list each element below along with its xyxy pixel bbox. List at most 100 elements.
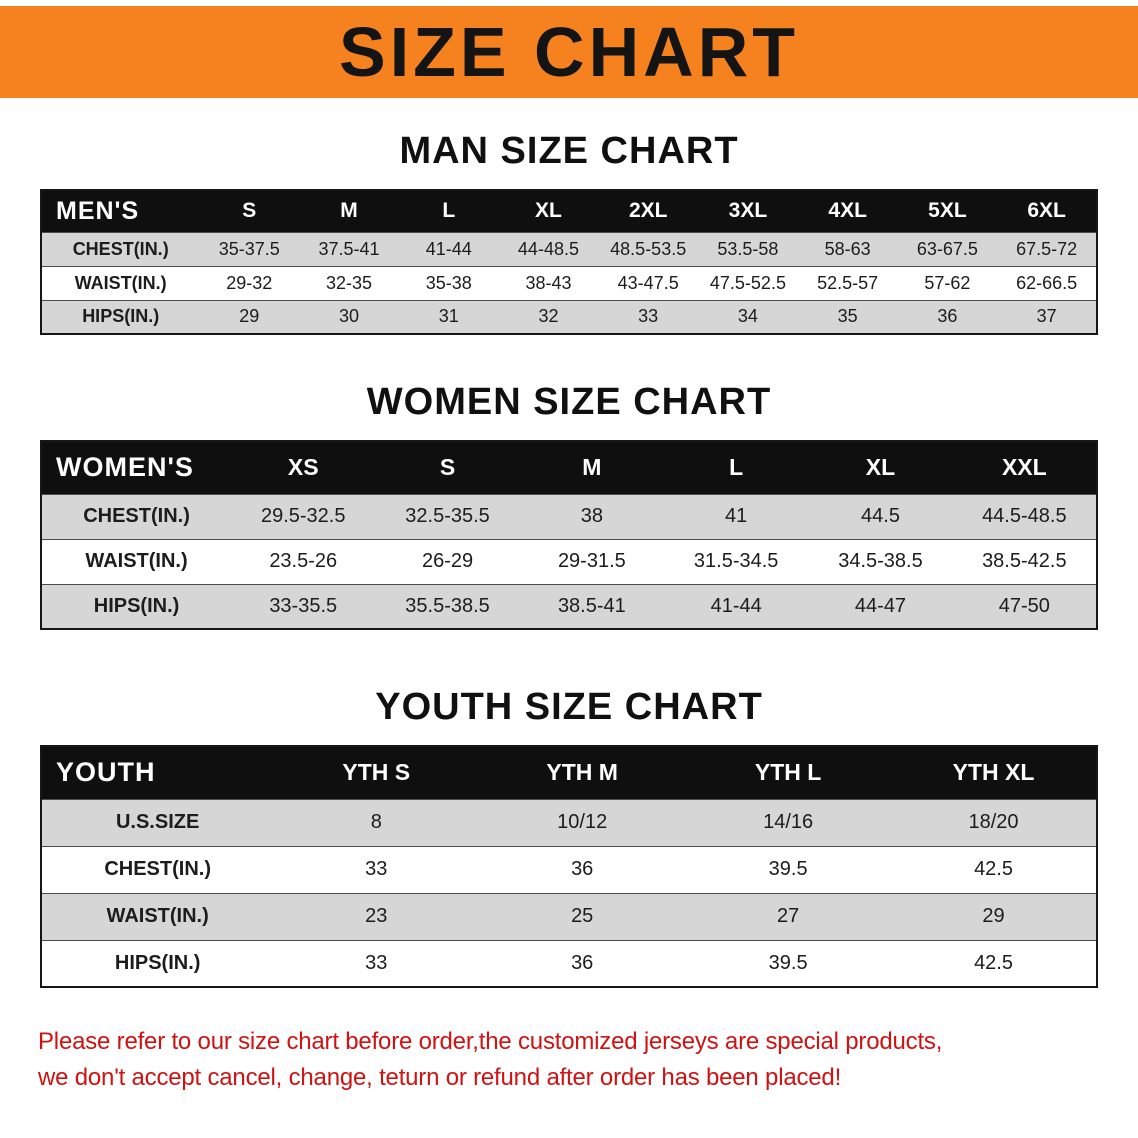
size-value-cell: 67.5-72	[997, 231, 1097, 266]
womens-table-body: CHEST(IN.) 29.5-32.5 32.5-35.5 38 41 44.5 44.5…	[41, 493, 1097, 629]
size-value-cell: 35	[797, 299, 898, 334]
size-value-cell: 41-44	[398, 231, 499, 266]
womens-size-table: WOMEN'S XS S M L XL XXL CHEST(IN.) 29.5-32.5 32.…	[40, 440, 1098, 630]
size-value-cell: 41-44	[664, 583, 809, 629]
page-title: SIZE CHART	[339, 13, 799, 91]
size-value-cell: 31	[398, 299, 499, 334]
size-value-cell: 38	[519, 493, 665, 539]
size-value-cell: 33	[273, 845, 480, 893]
row-label-cell: WAIST(IN.)	[41, 265, 200, 300]
size-column-header: XS	[287, 454, 319, 481]
size-value-cell: 33	[273, 939, 480, 987]
size-column-header: S	[242, 199, 257, 223]
size-value-cell: 23	[273, 892, 480, 940]
size-value-cell: 29-32	[199, 265, 300, 300]
size-value-cell: 44-47	[808, 583, 953, 629]
size-value-cell: 36	[897, 299, 998, 334]
womens-table-header-row: WOMEN'S XS S M L XL XXL	[41, 441, 1097, 494]
size-value-cell: 41	[664, 493, 809, 539]
size-column-header: 2XL	[628, 199, 668, 223]
table-title-cell: YOUTH	[56, 757, 156, 788]
size-column-header: L	[729, 454, 744, 481]
size-column-header: YTH M	[546, 759, 618, 786]
size-value-cell: 29	[199, 299, 300, 334]
row-label-cell: WAIST(IN.)	[41, 892, 274, 940]
size-value-cell: 63-67.5	[897, 231, 998, 266]
size-column-header: YTH S	[342, 759, 411, 786]
size-column-header: M	[582, 454, 602, 481]
size-value-cell: 35-37.5	[199, 231, 300, 266]
disclaimer: Please refer to our size chart before or…	[38, 1024, 1138, 1096]
row-label-cell: HIPS(IN.)	[41, 299, 200, 334]
size-value-cell: 58-63	[797, 231, 898, 266]
size-value-cell: 10/12	[479, 798, 686, 846]
measurement-row: HIPS(IN.) 29 30 31 32 33 34 35 36 37	[41, 299, 1097, 334]
size-value-cell: 27	[685, 892, 892, 940]
size-value-cell: 44.5-48.5	[952, 493, 1097, 539]
table-title-cell: MEN'S	[56, 196, 140, 225]
size-value-cell: 42.5	[891, 845, 1097, 893]
size-column-header: XL	[535, 199, 562, 223]
size-value-cell: 26-29	[375, 538, 520, 584]
size-value-cell: 37	[997, 299, 1097, 334]
row-label-cell: CHEST(IN.)	[41, 493, 232, 539]
size-column-header: YTH XL	[952, 759, 1035, 786]
measurement-row: WAIST(IN.) 23.5-26 26-29 29-31.5 31.5-34.5 34…	[41, 538, 1097, 584]
size-value-cell: 31.5-34.5	[664, 538, 809, 584]
size-value-cell: 57-62	[897, 265, 998, 300]
row-label-cell: CHEST(IN.)	[41, 231, 200, 266]
row-label-cell: WAIST(IN.)	[41, 538, 232, 584]
measurement-row: CHEST(IN.) 33 36 39.5 42.5	[41, 845, 1097, 893]
mens-table-body: CHEST(IN.) 35-37.5 37.5-41 41-44 44-48.5 48.5…	[41, 231, 1097, 334]
youth-table-header-row: YOUTH YTH S YTH M YTH L YTH XL	[41, 746, 1097, 799]
size-column-header: YTH L	[754, 759, 822, 786]
size-value-cell: 23.5-26	[231, 538, 376, 584]
size-value-cell: 34	[698, 299, 798, 334]
size-value-cell: 48.5-53.5	[598, 231, 699, 266]
mens-size-table: MEN'S S M L XL 2XL 3XL 4XL 5XL 6XL CHEST(IN.) 35-3…	[40, 189, 1098, 335]
size-value-cell: 52.5-57	[797, 265, 898, 300]
size-value-cell: 32	[498, 299, 599, 334]
size-column-header: 6XL	[1027, 199, 1066, 223]
size-value-cell: 44-48.5	[498, 231, 599, 266]
size-chart-banner: SIZE CHART	[0, 6, 1138, 98]
size-value-cell: 32-35	[299, 265, 399, 300]
size-column-header: XXL	[1001, 454, 1047, 481]
size-value-cell: 32.5-35.5	[375, 493, 520, 539]
measurement-row: WAIST(IN.) 23 25 27 29	[41, 892, 1097, 940]
women-size-chart-heading: WOMEN SIZE CHART	[366, 381, 772, 423]
mens-table-header-row: MEN'S S M L XL 2XL 3XL 4XL 5XL 6XL	[41, 190, 1097, 232]
size-value-cell: 33-35.5	[231, 583, 376, 629]
youth-size-table: YOUTH YTH S YTH M YTH L YTH XL U.S.SIZE 8 10/1…	[40, 745, 1098, 988]
disclaimer-line-1: Please refer to our size chart before or…	[38, 1028, 943, 1055]
size-column-header: 3XL	[728, 199, 768, 223]
measurement-row: WAIST(IN.) 29-32 32-35 35-38 38-43 43-47.5 47.…	[41, 265, 1097, 300]
size-value-cell: 29.5-32.5	[231, 493, 376, 539]
size-value-cell: 38.5-41	[519, 583, 665, 629]
size-value-cell: 38-43	[498, 265, 599, 300]
row-label-cell: HIPS(IN.)	[41, 583, 232, 629]
table-title-cell: WOMEN'S	[56, 452, 194, 483]
row-label-cell: CHEST(IN.)	[41, 845, 274, 893]
size-column-header: 4XL	[828, 199, 867, 223]
size-column-header: S	[439, 454, 456, 481]
size-value-cell: 35-38	[398, 265, 499, 300]
size-value-cell: 43-47.5	[598, 265, 699, 300]
size-value-cell: 33	[598, 299, 699, 334]
size-column-header: 5XL	[928, 199, 967, 223]
measurement-row: U.S.SIZE 8 10/12 14/16 18/20	[41, 798, 1097, 846]
measurement-row: HIPS(IN.) 33 36 39.5 42.5	[41, 939, 1097, 987]
size-value-cell: 30	[299, 299, 399, 334]
size-value-cell: 37.5-41	[299, 231, 399, 266]
size-column-header: M	[340, 199, 358, 223]
size-value-cell: 25	[479, 892, 686, 940]
youth-table-body: U.S.SIZE 8 10/12 14/16 18/20 CHEST(IN.) 33 36 39…	[41, 798, 1097, 987]
size-value-cell: 53.5-58	[698, 231, 798, 266]
measurement-row: HIPS(IN.) 33-35.5 35.5-38.5 38.5-41 41-44 44-…	[41, 583, 1097, 629]
size-value-cell: 35.5-38.5	[375, 583, 520, 629]
size-value-cell: 38.5-42.5	[952, 538, 1097, 584]
size-value-cell: 39.5	[685, 845, 892, 893]
size-value-cell: 47-50	[952, 583, 1097, 629]
size-value-cell: 18/20	[891, 798, 1097, 846]
size-value-cell: 47.5-52.5	[698, 265, 798, 300]
